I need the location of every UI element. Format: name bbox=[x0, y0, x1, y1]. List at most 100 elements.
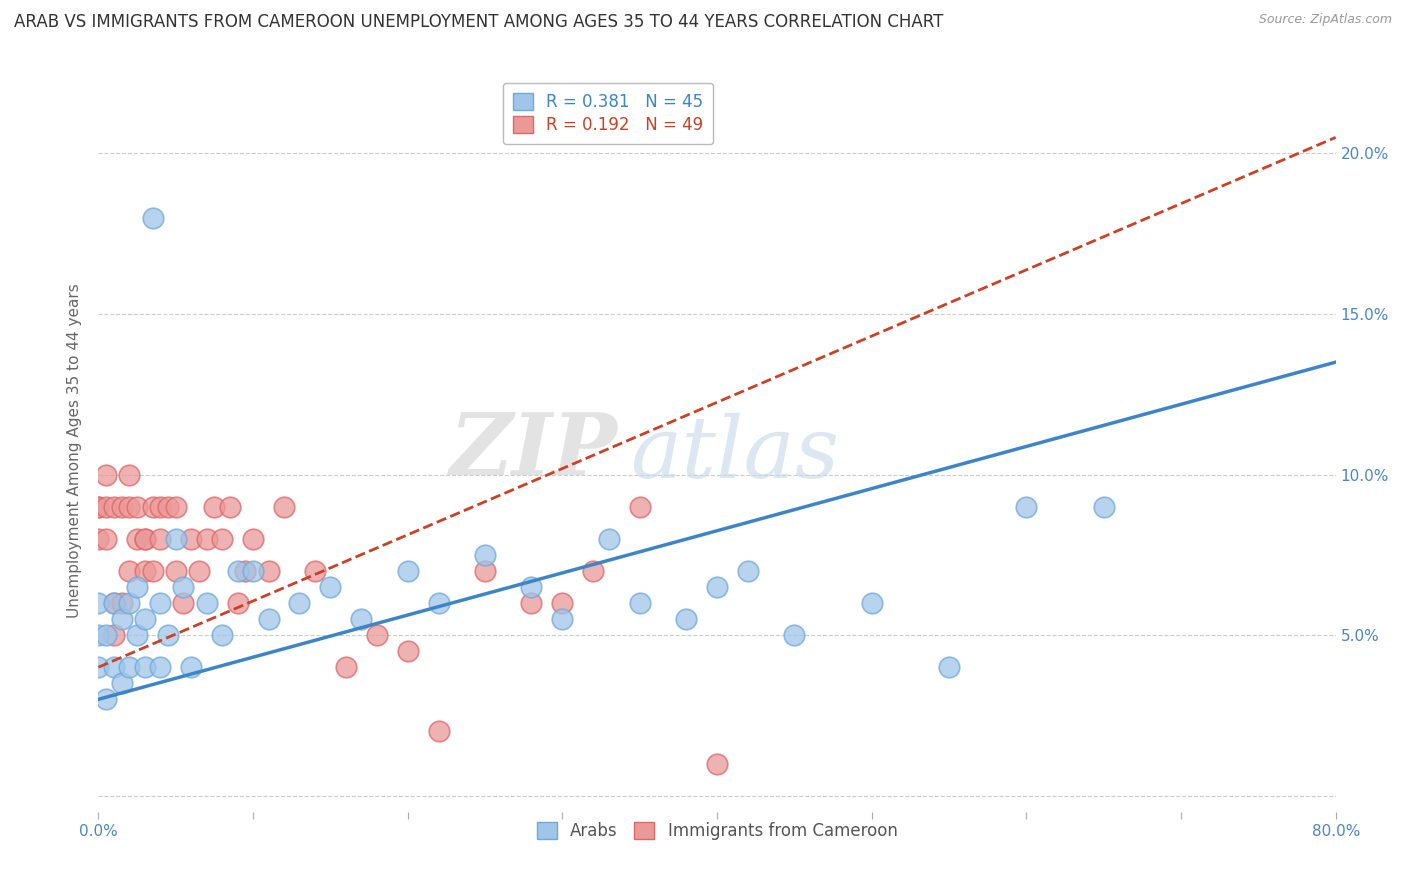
Point bbox=[141, 211, 165, 225]
Y-axis label: Unemployment Among Ages 35 to 44 years: Unemployment Among Ages 35 to 44 years bbox=[67, 283, 83, 618]
Point bbox=[180, 532, 202, 546]
Text: ARAB VS IMMIGRANTS FROM CAMEROON UNEMPLOYMENT AMONG AGES 35 TO 44 YEARS CORRELAT: ARAB VS IMMIGRANTS FROM CAMEROON UNEMPLO… bbox=[14, 13, 943, 31]
Point bbox=[149, 500, 172, 514]
Point bbox=[737, 564, 759, 578]
Point bbox=[157, 628, 180, 642]
Point bbox=[134, 660, 156, 674]
Point bbox=[551, 612, 574, 626]
Point bbox=[118, 467, 141, 482]
Point bbox=[1092, 500, 1115, 514]
Point bbox=[366, 628, 388, 642]
Point bbox=[87, 596, 110, 610]
Point bbox=[96, 532, 118, 546]
Point bbox=[103, 596, 125, 610]
Point bbox=[134, 612, 156, 626]
Point bbox=[257, 564, 280, 578]
Point bbox=[103, 660, 125, 674]
Point bbox=[427, 724, 450, 739]
Text: ZIP: ZIP bbox=[450, 409, 619, 492]
Point bbox=[204, 500, 226, 514]
Point bbox=[134, 564, 156, 578]
Point bbox=[520, 580, 543, 594]
Point bbox=[127, 500, 149, 514]
Point bbox=[219, 500, 242, 514]
Point bbox=[87, 500, 110, 514]
Point bbox=[165, 532, 187, 546]
Point bbox=[118, 660, 141, 674]
Point bbox=[427, 596, 450, 610]
Point bbox=[103, 500, 125, 514]
Point bbox=[396, 564, 419, 578]
Point bbox=[233, 564, 257, 578]
Point bbox=[149, 596, 172, 610]
Point bbox=[141, 564, 165, 578]
Point bbox=[582, 564, 605, 578]
Point bbox=[149, 660, 172, 674]
Point bbox=[211, 628, 233, 642]
Point bbox=[226, 596, 249, 610]
Point bbox=[628, 596, 651, 610]
Point bbox=[87, 500, 110, 514]
Point bbox=[938, 660, 960, 674]
Point bbox=[551, 596, 574, 610]
Point bbox=[195, 596, 218, 610]
Point bbox=[96, 692, 118, 706]
Point bbox=[157, 500, 180, 514]
Point bbox=[783, 628, 806, 642]
Point bbox=[127, 532, 149, 546]
Point bbox=[180, 660, 202, 674]
Point bbox=[288, 596, 311, 610]
Point bbox=[165, 500, 187, 514]
Point bbox=[195, 532, 218, 546]
Point bbox=[675, 612, 697, 626]
Point bbox=[141, 500, 165, 514]
Point bbox=[1015, 500, 1038, 514]
Point bbox=[96, 628, 118, 642]
Point bbox=[706, 756, 728, 771]
Point bbox=[257, 612, 280, 626]
Point bbox=[188, 564, 211, 578]
Point bbox=[87, 532, 110, 546]
Point bbox=[172, 580, 194, 594]
Point bbox=[111, 676, 132, 690]
Point bbox=[111, 500, 132, 514]
Point bbox=[87, 660, 110, 674]
Text: Source: ZipAtlas.com: Source: ZipAtlas.com bbox=[1258, 13, 1392, 27]
Point bbox=[706, 580, 728, 594]
Point bbox=[335, 660, 357, 674]
Point bbox=[242, 564, 264, 578]
Point bbox=[118, 596, 141, 610]
Point bbox=[172, 596, 194, 610]
Point bbox=[111, 612, 132, 626]
Point bbox=[134, 532, 156, 546]
Point bbox=[134, 532, 156, 546]
Point bbox=[103, 596, 125, 610]
Point bbox=[304, 564, 326, 578]
Point bbox=[226, 564, 249, 578]
Point bbox=[273, 500, 295, 514]
Point bbox=[127, 628, 149, 642]
Legend: Arabs, Immigrants from Cameroon: Arabs, Immigrants from Cameroon bbox=[530, 815, 904, 847]
Point bbox=[211, 532, 233, 546]
Point bbox=[118, 500, 141, 514]
Point bbox=[628, 500, 651, 514]
Point bbox=[860, 596, 883, 610]
Point bbox=[96, 500, 118, 514]
Point bbox=[118, 564, 141, 578]
Point bbox=[520, 596, 543, 610]
Point bbox=[474, 564, 496, 578]
Point bbox=[474, 548, 496, 562]
Point bbox=[319, 580, 342, 594]
Point bbox=[87, 628, 110, 642]
Point bbox=[396, 644, 419, 658]
Point bbox=[242, 532, 264, 546]
Point bbox=[103, 628, 125, 642]
Point bbox=[165, 564, 187, 578]
Point bbox=[127, 580, 149, 594]
Point bbox=[149, 532, 172, 546]
Point bbox=[111, 596, 132, 610]
Point bbox=[350, 612, 373, 626]
Point bbox=[598, 532, 620, 546]
Point bbox=[96, 467, 118, 482]
Text: atlas: atlas bbox=[630, 413, 839, 495]
